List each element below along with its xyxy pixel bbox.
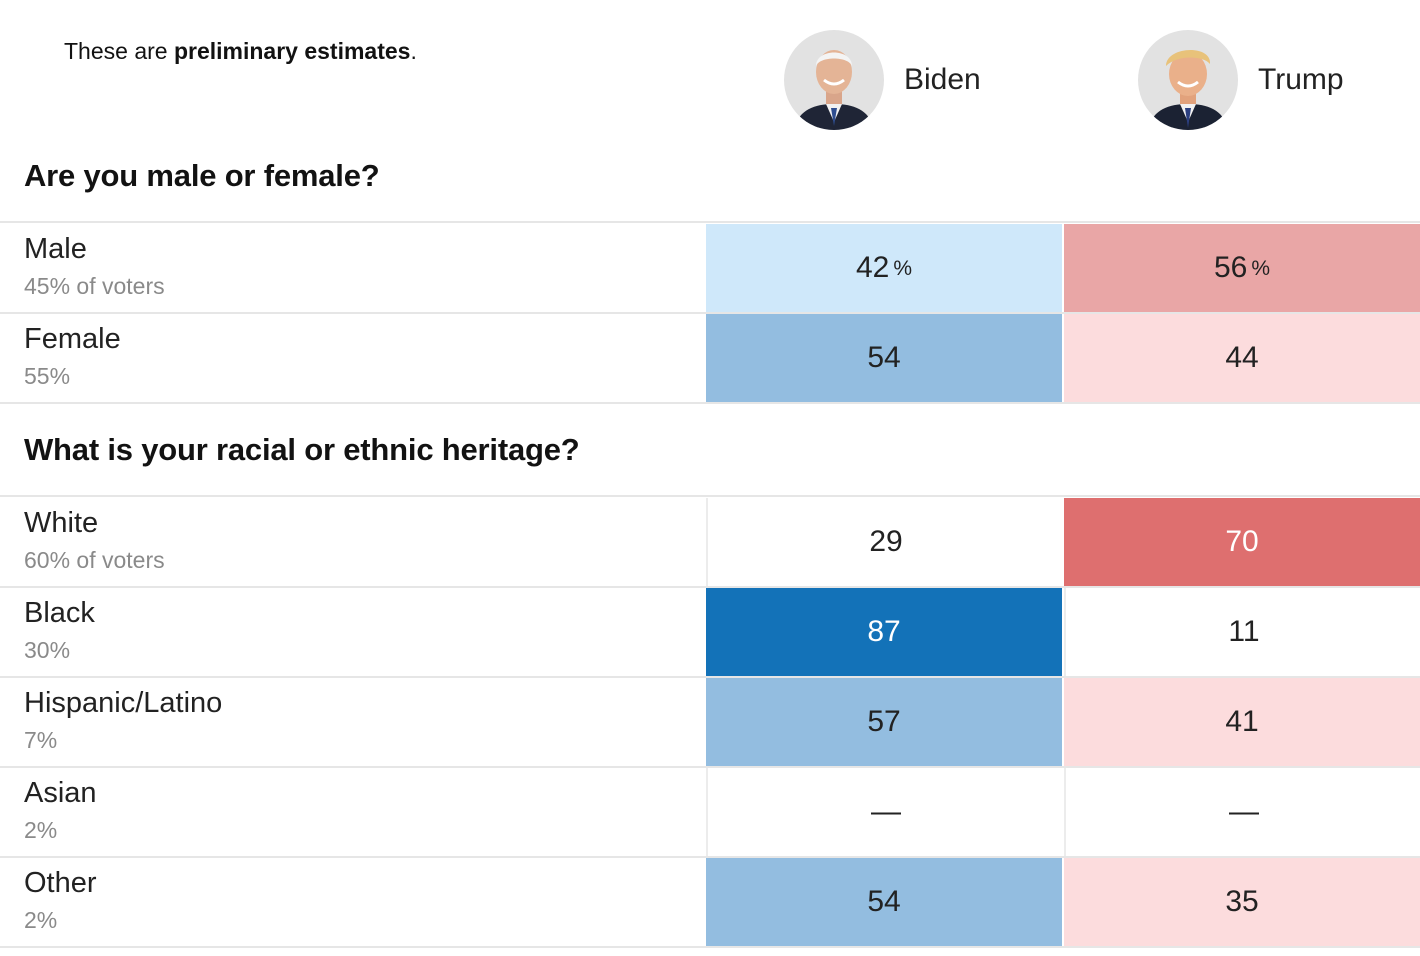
biden-value: 57 xyxy=(867,705,901,738)
row-label: Female xyxy=(24,323,121,355)
row-share: 2% xyxy=(24,907,58,933)
divider xyxy=(0,856,1420,858)
trump-value: 56 xyxy=(1213,251,1248,284)
row-label: Male xyxy=(24,233,87,265)
candidate-trump-header: Trump xyxy=(1138,30,1344,130)
biden-cell: 42% xyxy=(706,224,1062,312)
divider xyxy=(0,402,1420,404)
note-emphasis: preliminary estimates xyxy=(173,38,411,64)
divider xyxy=(0,946,1420,948)
row-share: 55% xyxy=(24,363,71,389)
percent-sign: % xyxy=(1251,257,1271,280)
trump-value: 41 xyxy=(1225,705,1259,738)
biden-cell: 87 xyxy=(706,588,1062,676)
divider xyxy=(0,221,1420,223)
trump-cell: 70 xyxy=(1064,498,1420,586)
biden-cell: 57 xyxy=(706,678,1062,766)
row-label: Other xyxy=(24,867,97,899)
trump-cell: 11 xyxy=(1064,588,1420,676)
biden-cell: 54 xyxy=(706,314,1062,402)
table-row-asian: Asian 2% — — xyxy=(0,768,1420,856)
biden-value: 42 xyxy=(855,251,890,284)
row-label: White xyxy=(24,507,99,539)
trump-value: 11 xyxy=(1228,615,1260,648)
trump-value: 35 xyxy=(1225,885,1259,918)
trump-value: 44 xyxy=(1225,341,1259,374)
trump-cell: 41 xyxy=(1064,678,1420,766)
table-row-hispanic-latino: Hispanic/Latino 7% 57 41 xyxy=(0,678,1420,766)
table-row-male: Male 45% of voters 42% 56% xyxy=(0,224,1420,312)
note-prefix: These are xyxy=(64,38,174,64)
row-share: 45% of voters xyxy=(24,273,165,299)
question-race: What is your racial or ethnic heritage? xyxy=(24,432,580,467)
biden-value: 54 xyxy=(867,885,901,918)
divider xyxy=(0,766,1420,768)
biden-value: 87 xyxy=(867,615,901,648)
candidate-biden-name: Biden xyxy=(904,63,981,96)
trump-portrait-icon xyxy=(1138,30,1238,130)
row-share: 30% xyxy=(24,637,71,663)
divider xyxy=(0,676,1420,678)
row-label: Hispanic/Latino xyxy=(24,687,223,719)
candidate-trump-name: Trump xyxy=(1258,63,1344,96)
row-share: 60% of voters xyxy=(24,547,165,573)
table-row-black: Black 30% 87 11 xyxy=(0,588,1420,676)
row-label: Black xyxy=(24,597,95,629)
trump-cell: 56% xyxy=(1064,224,1420,312)
biden-cell: — xyxy=(706,768,1064,856)
row-share: 7% xyxy=(24,727,58,753)
biden-value: — xyxy=(871,795,901,828)
preliminary-note: These are preliminary estimates. xyxy=(64,38,417,65)
note-suffix: . xyxy=(410,38,417,64)
divider xyxy=(0,312,1420,314)
biden-portrait-icon xyxy=(784,30,884,130)
biden-value: 29 xyxy=(869,525,903,558)
table-row-white: White 60% of voters 29 70 xyxy=(0,498,1420,586)
trump-cell: 35 xyxy=(1064,858,1420,946)
question-gender: Are you male or female? xyxy=(24,158,380,193)
row-label: Asian xyxy=(24,777,97,809)
biden-value: 54 xyxy=(867,341,901,374)
trump-value: 70 xyxy=(1225,525,1259,558)
trump-value: — xyxy=(1229,795,1259,828)
divider xyxy=(0,586,1420,588)
table-row-other: Other 2% 54 35 xyxy=(0,858,1420,946)
trump-cell: 44 xyxy=(1064,314,1420,402)
biden-cell: 29 xyxy=(706,498,1064,586)
percent-sign: % xyxy=(893,257,913,280)
divider xyxy=(0,495,1420,497)
candidate-biden-header: Biden xyxy=(784,30,981,130)
trump-cell: — xyxy=(1064,768,1420,856)
table-row-female: Female 55% 54 44 xyxy=(0,314,1420,402)
biden-cell: 54 xyxy=(706,858,1062,946)
row-share: 2% xyxy=(24,817,58,843)
